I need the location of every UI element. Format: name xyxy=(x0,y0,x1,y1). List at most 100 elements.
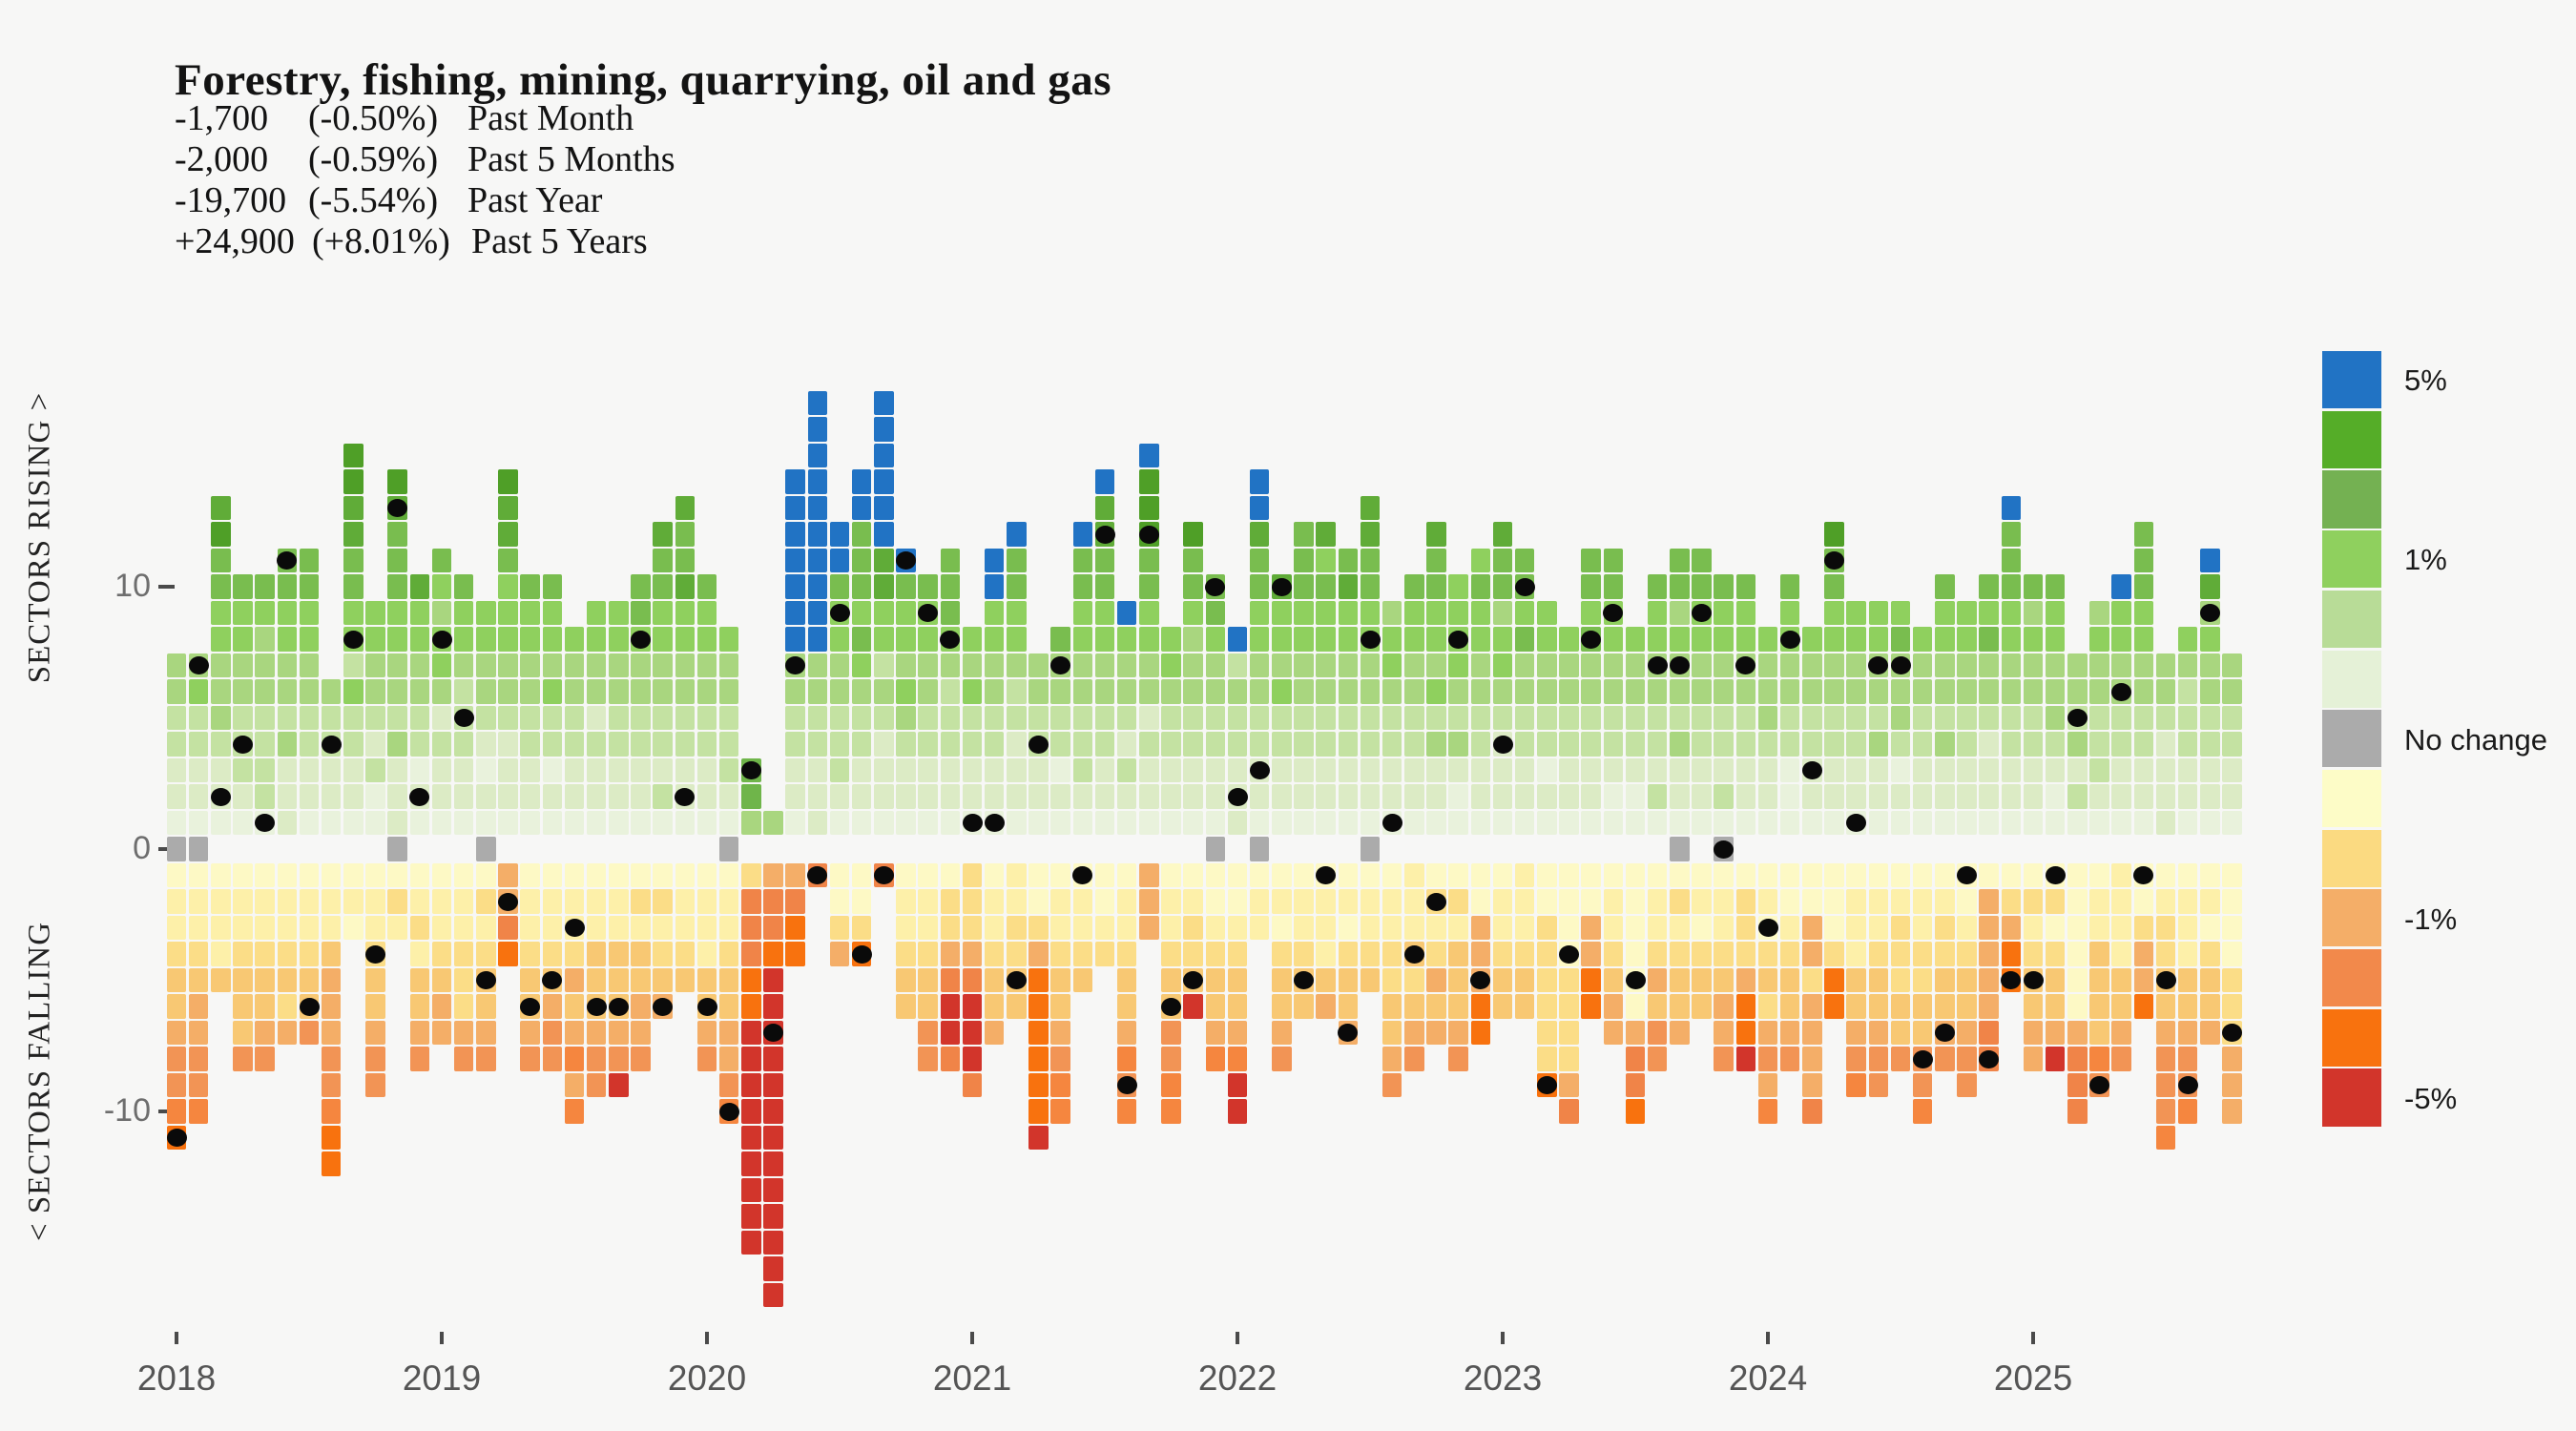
rising-cell[interactable] xyxy=(1426,757,1446,783)
falling-cell[interactable] xyxy=(1448,994,1468,1019)
rising-cell[interactable] xyxy=(1514,705,1535,731)
rising-cell[interactable] xyxy=(299,732,320,757)
rising-cell[interactable] xyxy=(1249,495,1270,521)
sector-rank-dot[interactable] xyxy=(1183,971,1204,989)
falling-cell[interactable] xyxy=(1381,994,1402,1019)
falling-cell[interactable] xyxy=(1205,994,1226,1019)
rising-cell[interactable] xyxy=(2045,784,2066,809)
rising-cell[interactable] xyxy=(233,784,253,809)
rising-cell[interactable] xyxy=(211,574,231,599)
sector-rank-dot[interactable] xyxy=(453,709,474,727)
rising-cell[interactable] xyxy=(586,653,607,678)
falling-cell[interactable] xyxy=(896,889,916,914)
falling-cell[interactable] xyxy=(1890,994,1911,1019)
falling-cell[interactable] xyxy=(718,1072,739,1098)
rising-cell[interactable] xyxy=(1514,653,1535,678)
falling-cell[interactable] xyxy=(851,915,872,941)
rising-cell[interactable] xyxy=(2133,732,2154,757)
rising-cell[interactable] xyxy=(498,574,518,599)
falling-cell[interactable] xyxy=(2111,915,2131,941)
rising-cell[interactable] xyxy=(962,653,983,678)
rising-cell[interactable] xyxy=(2001,705,2022,731)
rising-cell[interactable] xyxy=(1294,810,1314,836)
falling-cell[interactable] xyxy=(1670,889,1690,914)
sector-rank-dot[interactable] xyxy=(1294,971,1314,989)
falling-cell[interactable] xyxy=(255,994,275,1019)
rising-cell[interactable] xyxy=(851,548,872,573)
falling-cell[interactable] xyxy=(896,915,916,941)
falling-cell[interactable] xyxy=(1625,862,1646,888)
rising-cell[interactable] xyxy=(166,732,187,757)
falling-cell[interactable] xyxy=(1581,862,1601,888)
rising-cell[interactable] xyxy=(453,679,474,704)
rising-cell[interactable] xyxy=(1448,757,1468,783)
falling-cell[interactable] xyxy=(1779,967,1800,993)
rising-cell[interactable] xyxy=(1139,732,1159,757)
falling-cell[interactable] xyxy=(1625,915,1646,941)
rising-cell[interactable] xyxy=(851,705,872,731)
rising-cell[interactable] xyxy=(1249,522,1270,547)
falling-cell[interactable] xyxy=(2177,942,2198,966)
rising-cell[interactable] xyxy=(675,548,696,573)
falling-cell[interactable] xyxy=(2111,1020,2131,1046)
falling-cell[interactable] xyxy=(741,1020,761,1046)
falling-cell[interactable] xyxy=(1470,942,1491,966)
falling-cell[interactable] xyxy=(520,862,540,888)
rising-cell[interactable] xyxy=(2200,653,2220,678)
falling-cell[interactable] xyxy=(1935,967,1955,993)
rising-cell[interactable] xyxy=(1514,732,1535,757)
falling-cell[interactable] xyxy=(763,1125,783,1151)
rising-cell[interactable] xyxy=(851,600,872,626)
rising-cell[interactable] xyxy=(1779,784,1800,809)
rising-cell[interactable] xyxy=(343,600,364,626)
falling-cell[interactable] xyxy=(1735,915,1756,941)
falling-cell[interactable] xyxy=(1868,915,1889,941)
rising-cell[interactable] xyxy=(1161,679,1181,704)
rising-cell[interactable] xyxy=(409,732,430,757)
falling-cell[interactable] xyxy=(498,862,518,888)
rising-cell[interactable] xyxy=(1979,705,1999,731)
falling-cell[interactable] xyxy=(1338,942,1359,966)
falling-cell[interactable] xyxy=(1205,889,1226,914)
falling-cell[interactable] xyxy=(609,1047,629,1071)
falling-cell[interactable] xyxy=(1161,915,1181,941)
falling-cell[interactable] xyxy=(2001,942,2022,966)
rising-cell[interactable] xyxy=(1890,627,1911,652)
rising-cell[interactable] xyxy=(1581,600,1601,626)
falling-cell[interactable] xyxy=(409,915,430,941)
sector-rank-dot[interactable] xyxy=(1403,944,1424,964)
rising-cell[interactable] xyxy=(1116,810,1137,836)
falling-cell[interactable] xyxy=(1426,942,1446,966)
falling-cell[interactable] xyxy=(2133,942,2154,966)
rising-cell[interactable] xyxy=(1779,679,1800,704)
sector-rank-dot[interactable] xyxy=(675,787,696,806)
rising-cell[interactable] xyxy=(387,757,407,783)
falling-cell[interactable] xyxy=(365,1047,385,1071)
rising-cell[interactable] xyxy=(1426,732,1446,757)
rising-cell[interactable] xyxy=(1935,732,1955,757)
falling-cell[interactable] xyxy=(1868,1072,1889,1098)
rising-cell[interactable] xyxy=(1249,600,1270,626)
falling-cell[interactable] xyxy=(1714,1047,1734,1071)
falling-cell[interactable] xyxy=(586,1047,607,1071)
rising-cell[interactable] xyxy=(2155,757,2176,783)
rising-cell[interactable] xyxy=(1316,600,1336,626)
sector-rank-dot[interactable] xyxy=(918,604,939,622)
rising-cell[interactable] xyxy=(1161,810,1181,836)
falling-cell[interactable] xyxy=(1028,967,1049,993)
falling-cell[interactable] xyxy=(1537,1047,1557,1071)
rising-cell[interactable] xyxy=(1294,600,1314,626)
falling-cell[interactable] xyxy=(763,1072,783,1098)
falling-cell[interactable] xyxy=(2045,1020,2066,1046)
rising-cell[interactable] xyxy=(1404,653,1424,678)
rising-cell[interactable] xyxy=(453,600,474,626)
falling-cell[interactable] xyxy=(1272,889,1292,914)
rising-cell[interactable] xyxy=(2155,784,2176,809)
falling-cell[interactable] xyxy=(520,915,540,941)
rising-cell[interactable] xyxy=(1935,600,1955,626)
rising-cell[interactable] xyxy=(1094,784,1115,809)
rising-cell[interactable] xyxy=(2089,732,2109,757)
falling-cell[interactable] xyxy=(1868,1047,1889,1071)
falling-cell[interactable] xyxy=(1779,915,1800,941)
falling-cell[interactable] xyxy=(2177,1047,2198,1071)
